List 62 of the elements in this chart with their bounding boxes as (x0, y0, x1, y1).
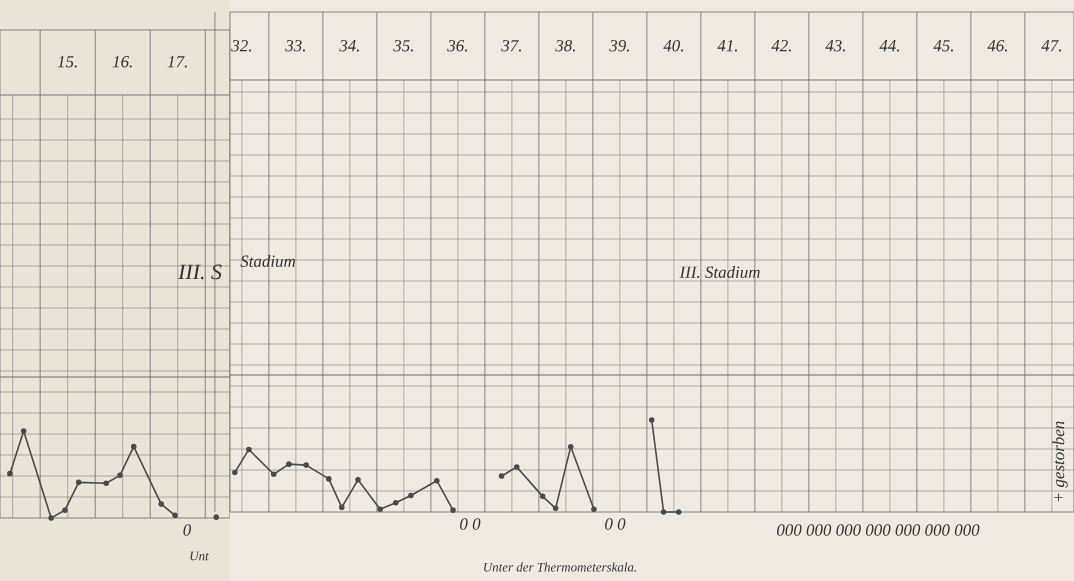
point (567, 443, 574, 450)
x-tick-label: 46. (987, 40, 1007, 52)
point (232, 469, 238, 476)
point (377, 506, 383, 513)
point (675, 509, 682, 515)
x-tick-label: 34. (339, 40, 359, 52)
x-tick-label: 33. (285, 40, 305, 52)
point (246, 446, 252, 453)
x-tick-label: 42. (771, 40, 791, 52)
text: 0 0 (460, 518, 481, 530)
point (303, 462, 309, 468)
point (7, 470, 13, 477)
text: Unt (190, 551, 209, 561)
point (513, 464, 520, 470)
point (172, 512, 178, 519)
x-tick-label: 15. (57, 56, 77, 68)
x-tick-label: 43. (825, 40, 845, 52)
text: III. Stadium (679, 266, 760, 278)
point (158, 501, 165, 507)
point (552, 505, 559, 512)
text: 0 (183, 524, 192, 536)
x-tick-label: 45. (933, 40, 953, 52)
point (648, 417, 655, 423)
point (130, 443, 137, 450)
point (213, 514, 220, 520)
point (286, 461, 292, 467)
x-tick-label: 35. (393, 40, 413, 52)
point (498, 473, 505, 479)
annotation: + gestorben (1052, 421, 1068, 502)
point (392, 500, 399, 506)
x-tick-label: 37. (501, 40, 521, 52)
point (20, 428, 27, 434)
point (75, 479, 82, 486)
point (117, 472, 123, 479)
x-tick-label: 36. (447, 40, 467, 52)
x-tick-label: 39. (609, 40, 629, 52)
x-tick-label: 32. (231, 40, 251, 52)
point (326, 476, 332, 482)
point (408, 492, 414, 499)
point (355, 477, 361, 483)
text: Unter der Thermometerskala. (484, 562, 636, 572)
point (450, 507, 456, 513)
x-tick-label: 38. (555, 39, 575, 52)
x-tick-label: 44. (879, 40, 899, 52)
text: 000 000 000 000 000 000 000 (777, 524, 980, 536)
x-tick-label: 16. (112, 56, 132, 68)
point (434, 477, 440, 484)
x-tick-label: 17. (167, 56, 187, 68)
x-tick-label: 40. (663, 39, 683, 52)
point (660, 509, 667, 515)
text: Stadium (240, 255, 296, 267)
point (48, 515, 54, 521)
x-tick-label: 47. (1041, 40, 1061, 52)
point (62, 507, 68, 513)
text: III. S (178, 264, 222, 280)
point (103, 480, 109, 486)
point (539, 493, 546, 500)
point (338, 504, 345, 511)
point (270, 471, 277, 478)
x-tick-label: 41. (717, 40, 737, 52)
text: 0 0 (605, 518, 626, 530)
point (591, 506, 597, 513)
